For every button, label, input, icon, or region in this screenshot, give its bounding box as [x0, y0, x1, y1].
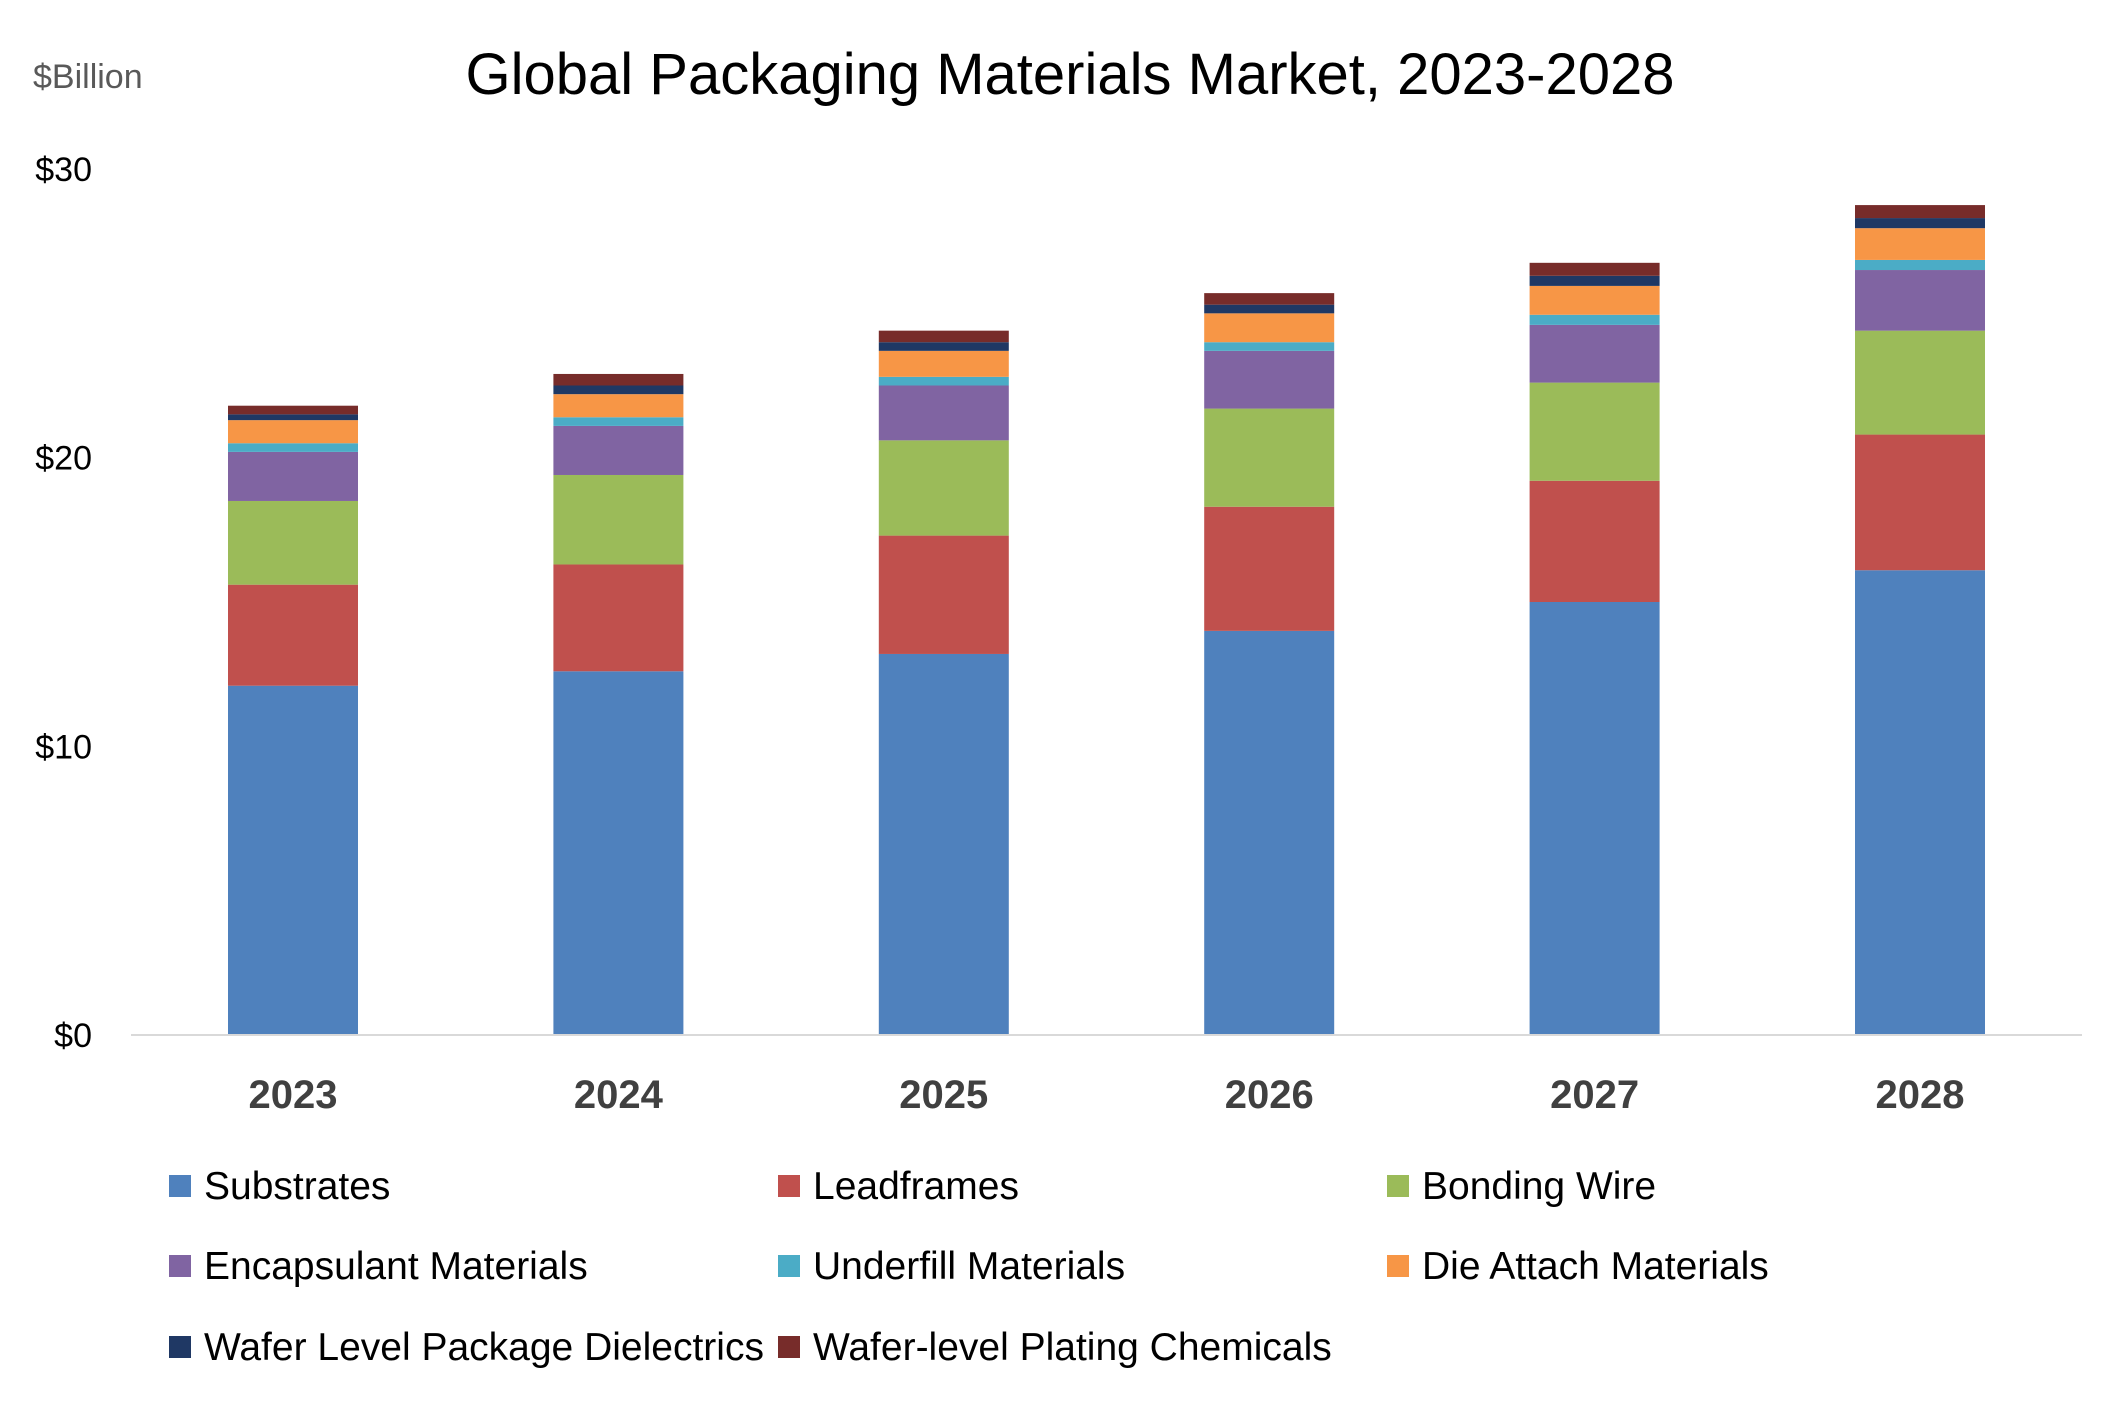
bar-segment	[1204, 506, 1335, 631]
legend-swatch	[778, 1255, 800, 1277]
y-tick-label: $20	[35, 440, 92, 478]
legend-label: Encapsulant Materials	[204, 1245, 588, 1288]
x-tick-label: 2028	[1876, 1073, 1965, 1117]
legend-swatch	[169, 1255, 191, 1277]
y-tick-label: $30	[35, 151, 92, 189]
bar-segment	[1855, 259, 1985, 271]
bar-segment	[878, 342, 1009, 351]
bar-segment	[228, 685, 358, 1035]
bar-segment	[1204, 630, 1335, 1035]
legend-label: Die Attach Materials	[1422, 1245, 1769, 1288]
bar-segment	[1855, 570, 1985, 1035]
bar-segment	[1204, 342, 1335, 351]
bar-segment	[553, 564, 684, 672]
bar-stack-2028	[1855, 205, 1985, 1035]
unit-label: $Billion	[33, 58, 143, 96]
bar-segment	[878, 330, 1009, 343]
legend-label: Underfill Materials	[813, 1245, 1125, 1288]
legend-swatch	[169, 1336, 191, 1358]
bar-segment	[1529, 275, 1660, 286]
bar-segment	[1855, 330, 1985, 435]
bar-stack-2027	[1529, 262, 1660, 1035]
x-tick-label: 2025	[899, 1073, 988, 1117]
legend-swatch	[778, 1336, 800, 1358]
bar-segment	[553, 373, 684, 386]
y-tick-label: $0	[54, 1017, 92, 1055]
bar-segment	[1204, 293, 1335, 305]
bar-segment	[228, 451, 358, 501]
bar-segment	[228, 414, 358, 421]
legend-label: Substrates	[204, 1165, 390, 1208]
bar-segment	[1529, 285, 1660, 315]
bar-segment	[1529, 314, 1660, 325]
bar-segment	[1855, 434, 1985, 571]
bars-layer	[228, 205, 1985, 1035]
bar-segment	[878, 440, 1009, 536]
y-tick-label: $10	[35, 728, 92, 766]
legend-label: Wafer-level Plating Chemicals	[813, 1326, 1332, 1369]
bar-segment	[228, 420, 358, 444]
bar-segment	[878, 535, 1009, 654]
legend-item: Bonding Wire	[1387, 1165, 1656, 1208]
bar-segment	[553, 417, 684, 426]
bar-segment	[1204, 350, 1335, 409]
legend-item: Die Attach Materials	[1387, 1245, 1769, 1288]
x-tick-label: 2027	[1550, 1073, 1639, 1117]
bar-segment	[553, 394, 684, 418]
bar-segment	[553, 425, 684, 475]
legend-item: Leadframes	[778, 1165, 1019, 1208]
bar-segment	[1529, 602, 1660, 1035]
bar-segment	[553, 385, 684, 395]
bar-segment	[553, 671, 684, 1035]
bar-segment	[1855, 228, 1985, 260]
legend-swatch	[169, 1175, 191, 1197]
bar-segment	[878, 653, 1009, 1035]
legend: Substrates Leadframes Bonding Wire Encapsul…	[169, 1165, 1769, 1369]
bar-segment	[228, 443, 358, 452]
legend-swatch	[778, 1175, 800, 1197]
legend-item: Encapsulant Materials	[169, 1245, 588, 1288]
legend-item: Substrates	[169, 1165, 390, 1208]
bar-segment	[878, 385, 1009, 441]
bar-segment	[1855, 270, 1985, 331]
x-tick-label: 2023	[249, 1073, 338, 1117]
legend-item: Wafer Level Package Dielectrics	[169, 1326, 764, 1369]
legend-label: Bonding Wire	[1422, 1165, 1656, 1208]
bar-stack-2025	[878, 330, 1009, 1035]
bar-segment	[1529, 382, 1660, 481]
legend-swatch	[1387, 1255, 1409, 1277]
legend-item: Underfill Materials	[778, 1245, 1125, 1288]
bar-segment	[878, 350, 1009, 377]
legend-label: Wafer Level Package Dielectrics	[204, 1326, 764, 1369]
legend-label: Leadframes	[813, 1165, 1019, 1208]
bar-segment	[228, 584, 358, 686]
bar-segment	[1855, 218, 1985, 229]
bar-stack-2023	[228, 405, 358, 1035]
bar-segment	[1855, 205, 1985, 219]
bar-segment	[1204, 304, 1335, 314]
bar-stack-2024	[553, 373, 684, 1035]
legend-item: Wafer-level Plating Chemicals	[778, 1326, 1332, 1369]
chart-title: Global Packaging Materials Market, 2023-…	[466, 42, 1675, 107]
bar-segment	[1204, 313, 1335, 343]
bar-segment	[1529, 480, 1660, 602]
bar-segment	[1529, 324, 1660, 383]
bar-stack-2026	[1204, 293, 1335, 1035]
x-axis-ticks: 2023 2024 2025 2026 2027 2028	[249, 1073, 1965, 1117]
bar-segment	[1204, 408, 1335, 507]
y-axis-ticks: $0 $10 $20 $30	[35, 151, 92, 1055]
x-tick-label: 2024	[574, 1073, 664, 1117]
bar-segment	[228, 405, 358, 415]
bar-segment	[553, 474, 684, 565]
bar-segment	[1529, 262, 1660, 276]
bar-segment	[878, 376, 1009, 386]
legend-swatch	[1387, 1175, 1409, 1197]
x-tick-label: 2026	[1225, 1073, 1314, 1117]
bar-segment	[228, 500, 358, 585]
